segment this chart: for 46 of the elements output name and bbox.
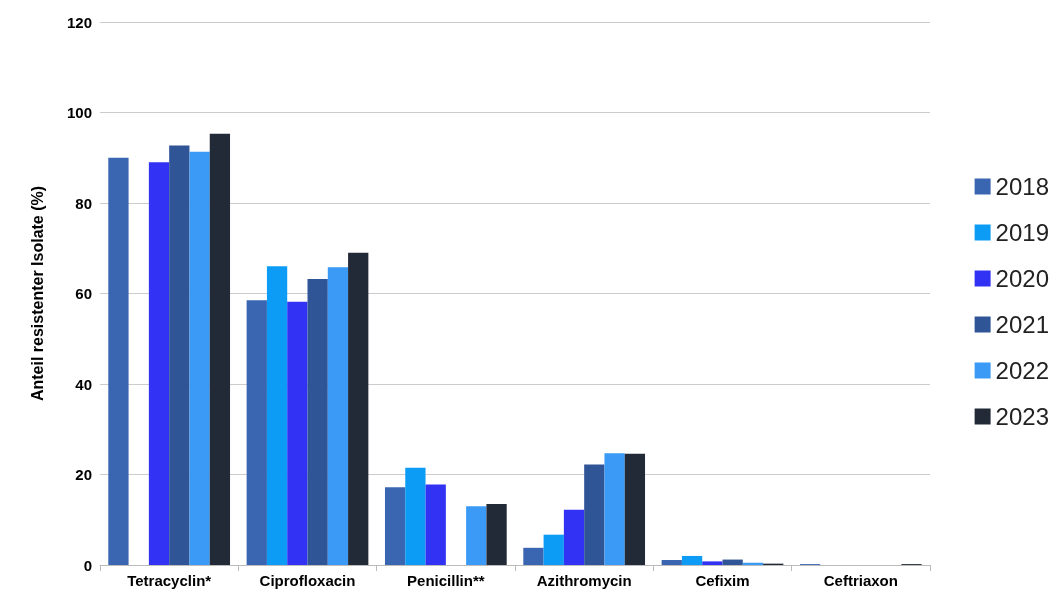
y-tick-label: 80 [75,194,92,212]
bar [543,534,564,565]
bar [722,559,743,565]
bar [702,561,723,565]
bar [209,133,231,565]
y-axis-title: Anteil resistenter Isolate (%) [28,185,46,402]
bar [405,467,426,565]
x-tick-label: Cefixim [695,572,750,589]
y-tick-label: 100 [66,104,92,121]
legend-label: 2023 [995,403,1049,430]
y-tick-label: 0 [83,556,92,574]
bar [384,487,406,565]
bar [604,453,625,565]
legend-label: 2019 [995,219,1049,246]
y-tick-label: 40 [75,375,92,393]
bar [266,266,288,565]
x-tick-label: Tetracyclin* [127,572,212,589]
legend-label: 2022 [995,357,1049,384]
bar [486,503,507,565]
x-tick-label: Ciprofloxacin [259,572,356,589]
bar [169,145,190,565]
legend-label: 2018 [995,173,1049,200]
bar [661,560,682,565]
bar [348,252,369,565]
bar [584,464,605,565]
legend-label: 2021 [995,311,1049,338]
x-tick-label: Penicillin** [407,572,485,589]
bar [624,453,646,565]
bar [108,157,129,565]
bar [148,162,170,565]
bar [287,301,308,565]
y-tick-label: 60 [75,285,92,302]
bar [466,506,487,565]
bar [327,267,349,565]
x-tick-label: Ceftriaxon [823,572,898,589]
x-tick-label: Azithromycin [536,572,632,589]
bar [563,509,585,565]
y-tick-label: 120 [66,13,92,31]
bar [246,300,267,565]
bar [425,484,446,565]
legend-label: 2020 [995,265,1049,292]
y-tick-label: 20 [75,466,92,483]
bar [681,555,703,565]
bar [189,151,210,565]
bar [307,279,328,565]
bar [523,547,544,565]
